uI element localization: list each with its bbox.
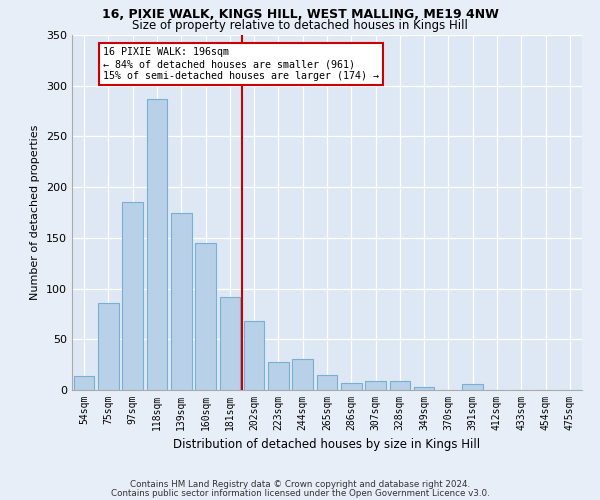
Text: Size of property relative to detached houses in Kings Hill: Size of property relative to detached ho… xyxy=(132,18,468,32)
Bar xyxy=(244,321,265,390)
Bar xyxy=(341,383,362,390)
Y-axis label: Number of detached properties: Number of detached properties xyxy=(31,125,40,300)
Bar xyxy=(365,381,386,390)
Bar xyxy=(74,376,94,390)
Bar xyxy=(146,99,167,390)
Text: Contains public sector information licensed under the Open Government Licence v3: Contains public sector information licen… xyxy=(110,488,490,498)
Bar xyxy=(414,387,434,390)
Bar xyxy=(292,358,313,390)
Bar xyxy=(389,381,410,390)
Bar xyxy=(268,362,289,390)
Bar xyxy=(220,296,240,390)
Text: Contains HM Land Registry data © Crown copyright and database right 2024.: Contains HM Land Registry data © Crown c… xyxy=(130,480,470,489)
X-axis label: Distribution of detached houses by size in Kings Hill: Distribution of detached houses by size … xyxy=(173,438,481,452)
Text: 16, PIXIE WALK, KINGS HILL, WEST MALLING, ME19 4NW: 16, PIXIE WALK, KINGS HILL, WEST MALLING… xyxy=(101,8,499,20)
Bar xyxy=(171,212,191,390)
Bar xyxy=(195,243,216,390)
Bar xyxy=(463,384,483,390)
Bar xyxy=(98,303,119,390)
Text: 16 PIXIE WALK: 196sqm
← 84% of detached houses are smaller (961)
15% of semi-det: 16 PIXIE WALK: 196sqm ← 84% of detached … xyxy=(103,48,379,80)
Bar xyxy=(317,375,337,390)
Bar xyxy=(122,202,143,390)
